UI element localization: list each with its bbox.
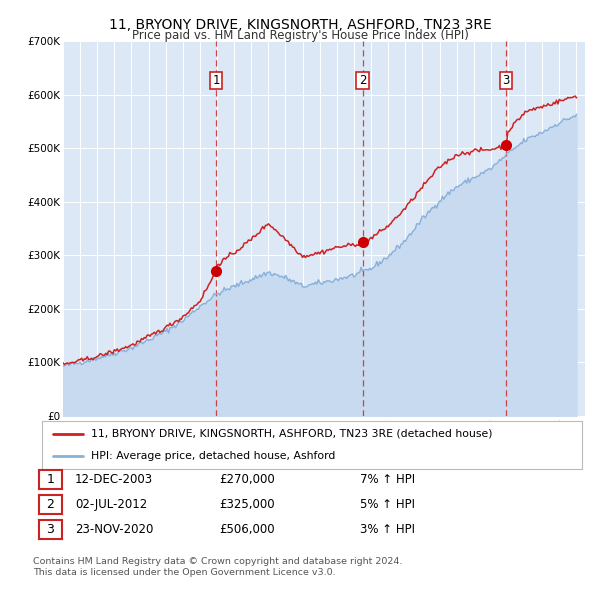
Text: 11, BRYONY DRIVE, KINGSNORTH, ASHFORD, TN23 3RE: 11, BRYONY DRIVE, KINGSNORTH, ASHFORD, T… <box>109 18 491 32</box>
Text: 02-JUL-2012: 02-JUL-2012 <box>75 498 147 511</box>
Text: 1: 1 <box>212 74 220 87</box>
Text: 1: 1 <box>46 473 55 486</box>
Text: 3% ↑ HPI: 3% ↑ HPI <box>360 523 415 536</box>
Text: 12-DEC-2003: 12-DEC-2003 <box>75 473 153 486</box>
Text: £506,000: £506,000 <box>219 523 275 536</box>
Text: 7% ↑ HPI: 7% ↑ HPI <box>360 473 415 486</box>
Text: This data is licensed under the Open Government Licence v3.0.: This data is licensed under the Open Gov… <box>33 568 335 577</box>
Text: HPI: Average price, detached house, Ashford: HPI: Average price, detached house, Ashf… <box>91 451 335 461</box>
Text: 3: 3 <box>46 523 55 536</box>
Text: 3: 3 <box>503 74 510 87</box>
Text: Contains HM Land Registry data © Crown copyright and database right 2024.: Contains HM Land Registry data © Crown c… <box>33 558 403 566</box>
Text: £325,000: £325,000 <box>219 498 275 511</box>
Text: 2: 2 <box>359 74 366 87</box>
Text: Price paid vs. HM Land Registry's House Price Index (HPI): Price paid vs. HM Land Registry's House … <box>131 30 469 42</box>
Text: 11, BRYONY DRIVE, KINGSNORTH, ASHFORD, TN23 3RE (detached house): 11, BRYONY DRIVE, KINGSNORTH, ASHFORD, T… <box>91 429 492 439</box>
Text: £270,000: £270,000 <box>219 473 275 486</box>
Text: 2: 2 <box>46 498 55 511</box>
Text: 23-NOV-2020: 23-NOV-2020 <box>75 523 154 536</box>
Text: 5% ↑ HPI: 5% ↑ HPI <box>360 498 415 511</box>
